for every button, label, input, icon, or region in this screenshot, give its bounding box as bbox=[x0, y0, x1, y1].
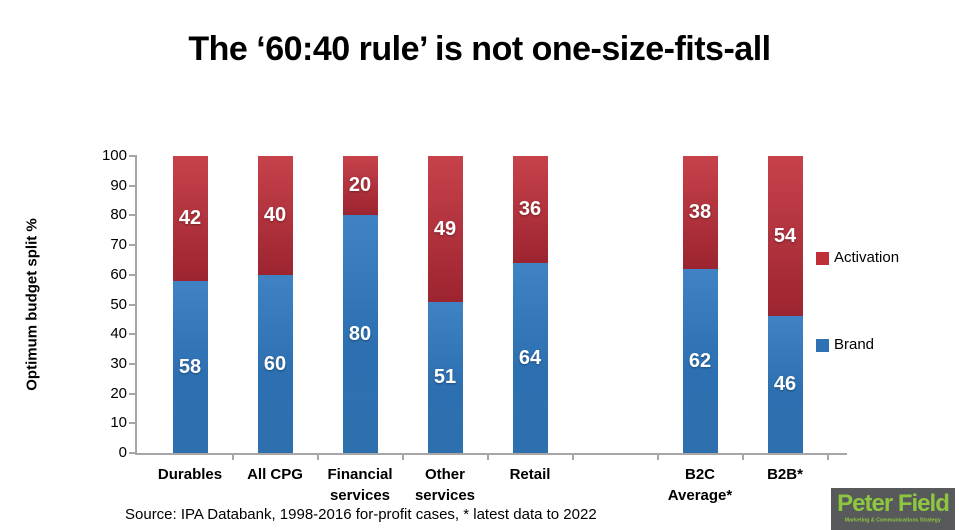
legend-label: Brand bbox=[834, 336, 875, 353]
category-label: Other services bbox=[414, 466, 476, 504]
bar-retail: 36 64 bbox=[512, 156, 548, 453]
legend-item-brand: Brand bbox=[816, 337, 874, 353]
activation-segment: 20 bbox=[342, 156, 378, 215]
bar-b2c: 38 62 bbox=[682, 156, 718, 453]
activation-value-label: 49 bbox=[433, 217, 457, 240]
y-tick-label: 70 bbox=[110, 236, 127, 254]
brand-segment: 51 bbox=[427, 302, 463, 453]
y-tick-label: 40 bbox=[110, 325, 127, 343]
bar-b2b-: 54 46 bbox=[767, 156, 803, 453]
y-tick-mark bbox=[129, 214, 135, 217]
activation-value-label: 36 bbox=[518, 198, 542, 220]
brand-value-label: 64 bbox=[518, 346, 542, 369]
y-tick-mark bbox=[129, 333, 135, 336]
activation-segment: 38 bbox=[682, 156, 718, 269]
activation-segment: 40 bbox=[257, 156, 293, 275]
activation-segment: 49 bbox=[427, 156, 463, 302]
brand-value-label: 58 bbox=[178, 355, 202, 378]
brand-segment: 46 bbox=[767, 316, 803, 453]
y-tick-mark bbox=[129, 303, 135, 306]
activation-segment: 36 bbox=[512, 156, 548, 263]
brand-value-label: 60 bbox=[263, 352, 287, 375]
activation-value-label: 38 bbox=[688, 201, 712, 223]
x-tick-mark bbox=[487, 455, 489, 460]
y-axis-line bbox=[135, 155, 137, 455]
activation-value-label: 40 bbox=[263, 204, 287, 226]
x-tick-mark bbox=[232, 455, 234, 460]
x-tick-mark bbox=[827, 455, 829, 460]
y-tick-label: 50 bbox=[110, 295, 127, 313]
y-tick-mark bbox=[129, 392, 135, 395]
category-label: Retail bbox=[509, 466, 551, 483]
bar-durables: 42 58 bbox=[172, 156, 208, 453]
y-tick-mark bbox=[129, 244, 135, 247]
y-tick-label: 60 bbox=[110, 265, 127, 283]
source-note: Source: IPA Databank, 1998-2016 for-prof… bbox=[125, 506, 597, 523]
category-label: All CPG bbox=[247, 466, 303, 483]
category-label: B2B* bbox=[767, 466, 803, 483]
x-tick-mark bbox=[742, 455, 744, 460]
y-tick-mark bbox=[129, 422, 135, 425]
brand-value-label: 51 bbox=[433, 366, 457, 388]
brand-segment: 60 bbox=[257, 275, 293, 453]
logo-tagline: Marketing & Communications Strategy bbox=[844, 516, 942, 523]
y-tick-label: 90 bbox=[110, 176, 127, 194]
y-tick-mark bbox=[129, 273, 135, 276]
category-label: B2C Average* bbox=[667, 466, 733, 504]
bar-financial: 20 80 bbox=[342, 156, 378, 453]
legend-label: Activation bbox=[834, 249, 900, 266]
activation-value-label: 42 bbox=[178, 207, 202, 229]
x-tick-mark bbox=[317, 455, 319, 460]
y-tick-mark bbox=[129, 155, 135, 157]
bar-other: 49 51 bbox=[427, 156, 463, 453]
brand-swatch-icon bbox=[816, 338, 829, 352]
y-tick-mark bbox=[129, 184, 135, 187]
y-tick-mark bbox=[129, 362, 135, 365]
brand-value-label: 62 bbox=[688, 349, 712, 372]
y-tick-label: 80 bbox=[110, 206, 127, 224]
brand-segment: 80 bbox=[342, 215, 378, 453]
brand-segment: 62 bbox=[682, 269, 718, 453]
brand-value-label: 46 bbox=[773, 373, 797, 395]
bar-all-cpg: 40 60 bbox=[257, 156, 293, 453]
activation-segment: 54 bbox=[767, 156, 803, 316]
x-tick-mark bbox=[572, 455, 574, 460]
activation-value-label: 20 bbox=[348, 174, 372, 196]
x-tick-mark bbox=[402, 455, 404, 460]
brand-segment: 64 bbox=[512, 263, 548, 453]
y-tick-label: 30 bbox=[110, 354, 127, 372]
brand-segment: 58 bbox=[172, 281, 208, 453]
y-tick-mark bbox=[129, 452, 135, 454]
x-axis-line bbox=[135, 453, 847, 455]
y-tick-label: 100 bbox=[101, 147, 127, 164]
activation-swatch-icon bbox=[816, 251, 829, 265]
logo-name: Peter Field bbox=[837, 490, 950, 517]
category-label: Financial services bbox=[327, 466, 393, 504]
y-tick-label: 0 bbox=[118, 444, 127, 461]
activation-value-label: 54 bbox=[773, 224, 797, 247]
peter-field-logo: Peter Field Marketing & Communications S… bbox=[831, 488, 955, 530]
brand-value-label: 80 bbox=[348, 322, 372, 345]
category-label: Durables bbox=[157, 466, 223, 483]
x-tick-mark bbox=[657, 455, 659, 460]
legend-item-activation: Activation bbox=[816, 250, 899, 266]
y-axis-label: Optimum budget split % bbox=[23, 218, 41, 391]
y-tick-label: 20 bbox=[110, 384, 127, 402]
chart-title: The ‘60:40 rule’ is not one-size-fits-al… bbox=[188, 30, 771, 68]
y-tick-label: 10 bbox=[110, 414, 127, 432]
activation-segment: 42 bbox=[172, 156, 208, 281]
